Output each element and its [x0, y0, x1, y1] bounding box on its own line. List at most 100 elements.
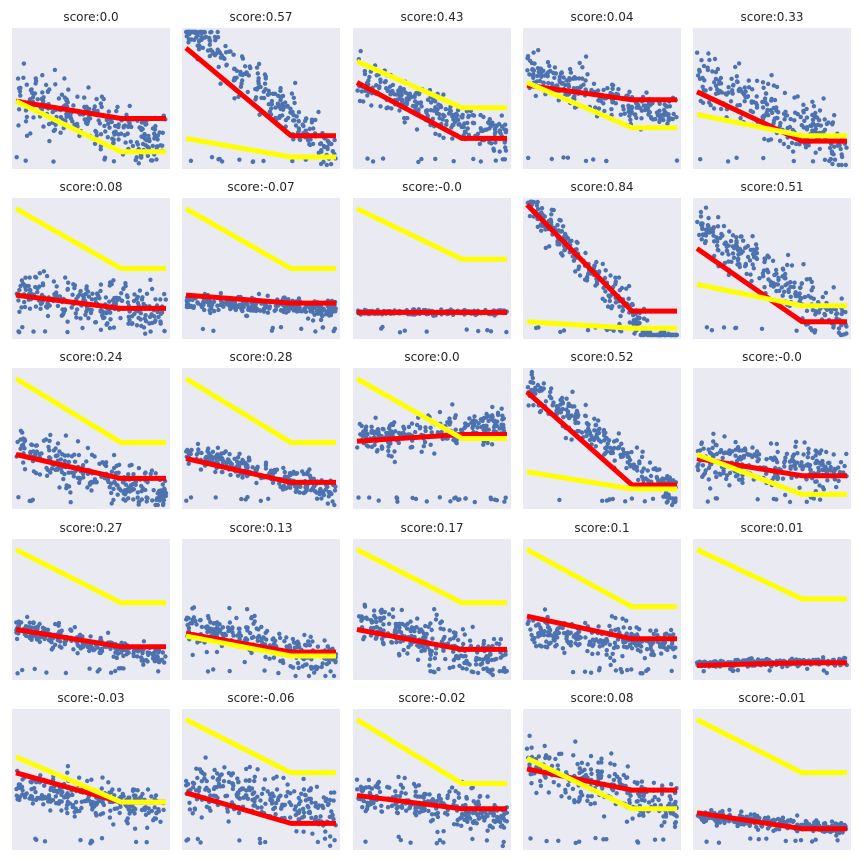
data-point: [232, 456, 237, 461]
data-point: [782, 464, 787, 469]
data-point: [153, 471, 158, 476]
data-point: [413, 496, 419, 502]
data-point: [641, 477, 646, 482]
data-point: [277, 104, 283, 110]
data-point: [480, 128, 485, 134]
data-point: [209, 155, 215, 160]
data-point: [432, 670, 437, 675]
data-point: [261, 158, 266, 164]
data-point: [227, 452, 232, 457]
data-point: [596, 106, 602, 111]
data-point: [263, 630, 268, 635]
data-point: [218, 291, 223, 296]
data-point: [108, 317, 113, 322]
data-point: [797, 285, 803, 290]
data-point: [125, 300, 131, 305]
data-point: [493, 130, 498, 135]
data-point: [750, 87, 755, 92]
data-point: [488, 329, 494, 334]
data-point: [78, 288, 83, 294]
panel-title: score:0.0: [63, 10, 119, 24]
data-point: [441, 135, 446, 140]
data-point: [476, 328, 481, 334]
data-point: [44, 670, 49, 675]
data-point: [789, 458, 795, 464]
data-point: [381, 615, 387, 620]
data-point: [474, 655, 479, 661]
red-fit-line: [184, 46, 336, 139]
data-point: [140, 657, 145, 662]
data-point: [379, 326, 384, 331]
data-point: [706, 477, 711, 482]
data-point: [609, 614, 615, 619]
data-point: [813, 460, 818, 466]
data-point: [714, 443, 719, 448]
data-point: [558, 229, 563, 234]
data-point: [738, 116, 743, 121]
data-point: [628, 464, 633, 469]
data-point: [549, 386, 554, 391]
yellow-fit-line: [355, 59, 507, 111]
data-point: [806, 464, 812, 469]
data-point: [528, 199, 533, 205]
data-point: [126, 314, 131, 319]
data-point: [455, 637, 461, 643]
data-point: [256, 633, 262, 639]
data-point: [453, 630, 458, 636]
data-point: [276, 670, 281, 676]
data-point: [28, 131, 33, 136]
data-point: [232, 77, 237, 83]
data-point: [775, 449, 780, 455]
data-point: [219, 451, 224, 456]
data-point: [559, 395, 565, 401]
data-point: [754, 94, 759, 99]
data-point: [378, 608, 383, 613]
data-point: [213, 38, 218, 43]
data-point: [627, 89, 632, 94]
data-point: [825, 478, 830, 483]
data-point: [496, 121, 502, 127]
data-point: [43, 437, 49, 442]
data-point: [240, 56, 246, 61]
data-point: [152, 131, 157, 136]
data-point: [733, 453, 738, 458]
scatter-plot: [12, 198, 170, 339]
data-point: [199, 450, 204, 456]
data-point: [828, 468, 833, 473]
data-point: [601, 433, 607, 438]
data-point: [626, 283, 632, 289]
data-point: [783, 113, 789, 118]
data-point: [251, 307, 257, 313]
data-point: [557, 217, 562, 223]
data-point: [231, 66, 237, 72]
data-point: [608, 273, 613, 278]
scatter-plot: [353, 198, 511, 339]
data-point: [832, 468, 837, 473]
data-point: [392, 459, 397, 465]
data-point: [332, 488, 338, 493]
data-point: [56, 620, 62, 626]
data-point: [386, 448, 391, 454]
data-point: [376, 498, 381, 503]
data-point: [27, 620, 32, 625]
data-point: [32, 91, 38, 96]
data-point: [831, 285, 836, 290]
data-point: [700, 463, 706, 468]
data-point: [804, 115, 810, 120]
data-point: [633, 112, 638, 117]
data-point: [494, 656, 499, 662]
data-point: [477, 141, 482, 147]
data-point: [821, 467, 826, 472]
data-point: [308, 634, 313, 639]
data-point: [500, 417, 505, 422]
data-point: [69, 305, 74, 310]
data-point: [331, 673, 337, 679]
data-point: [73, 311, 78, 316]
data-point: [294, 487, 299, 492]
data-point: [57, 644, 62, 649]
data-point: [564, 636, 569, 641]
scatter-plot: [693, 368, 851, 509]
data-point: [16, 622, 22, 627]
data-point: [60, 452, 65, 457]
data-point: [111, 325, 117, 330]
